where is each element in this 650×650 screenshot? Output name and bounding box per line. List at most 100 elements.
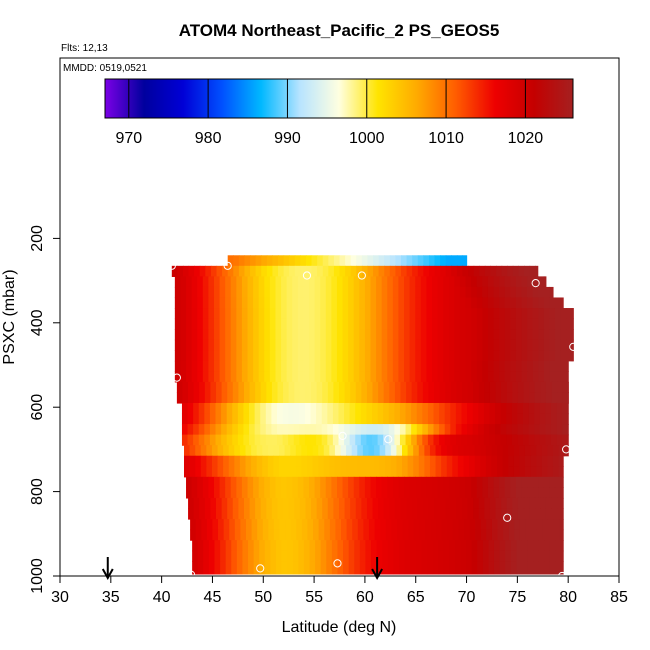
- heatmap-cell: [471, 371, 478, 383]
- heatmap-cell: [303, 329, 310, 341]
- heatmap-cell: [325, 286, 332, 299]
- heatmap-cell: [484, 497, 491, 510]
- heatmap-cell: [275, 360, 282, 372]
- heatmap-cell: [471, 350, 478, 362]
- chart-title: ATOM4 Northeast_Pacific_2 PS_GEOS5: [179, 21, 500, 40]
- heatmap-cell: [243, 424, 250, 436]
- heatmap-cell: [223, 445, 230, 457]
- heatmap-cell: [195, 466, 202, 478]
- heatmap-cell: [206, 519, 214, 531]
- heatmap-cell: [495, 413, 502, 425]
- heatmap-cell: [238, 381, 245, 394]
- heatmap-cell: [471, 297, 478, 309]
- heatmap-cell: [219, 308, 226, 320]
- heatmap-cell: [283, 497, 290, 510]
- heatmap-cell: [329, 455, 336, 467]
- heatmap-cell: [538, 360, 545, 372]
- heatmap-cell: [208, 318, 215, 330]
- heatmap-cell: [265, 434, 272, 446]
- heatmap-cell: [251, 529, 258, 541]
- heatmap-cell: [515, 360, 523, 372]
- heatmap-cell: [476, 276, 483, 288]
- heatmap-cell: [484, 392, 491, 404]
- heatmap-cell: [315, 550, 322, 562]
- heatmap-cell: [236, 286, 243, 299]
- heatmap-cell: [441, 445, 448, 457]
- heatmap-cell: [459, 487, 467, 499]
- heatmap-cell: [424, 519, 432, 531]
- heatmap-cell: [334, 466, 342, 478]
- heatmap-cell: [476, 350, 483, 362]
- heatmap-cell: [445, 255, 452, 267]
- heatmap-cell: [527, 540, 534, 552]
- heatmap-cell: [322, 508, 329, 520]
- heatmap-cell: [247, 487, 254, 499]
- heatmap-cell: [457, 466, 465, 478]
- arrow-head: [371, 568, 383, 581]
- heatmap-cell: [281, 487, 288, 499]
- heatmap-cell: [332, 402, 340, 415]
- heatmap-cell: [521, 540, 529, 552]
- heatmap-cell: [568, 392, 569, 404]
- heatmap-cell: [236, 276, 243, 288]
- heatmap-cell: [373, 265, 380, 277]
- heatmap-cell: [275, 286, 282, 299]
- heatmap-cell: [554, 360, 562, 372]
- heatmap-cell: [208, 550, 216, 562]
- heatmap-cell: [272, 265, 279, 277]
- heatmap-cell: [389, 508, 396, 520]
- heatmap-cell: [214, 561, 221, 575]
- heatmap-cell: [487, 318, 495, 330]
- heatmap-cell: [269, 308, 277, 320]
- heatmap-cell: [352, 529, 359, 541]
- heatmap-cell: [527, 329, 534, 341]
- heatmap-cell: [328, 255, 335, 267]
- heatmap-cell: [353, 276, 360, 288]
- heatmap-cell: [450, 497, 457, 510]
- heatmap-cell: [219, 318, 226, 330]
- heatmap-cell: [286, 286, 293, 299]
- heatmap-cell: [493, 476, 500, 488]
- heatmap-cell: [314, 339, 321, 351]
- heatmap-cell: [471, 540, 478, 552]
- heatmap-cell: [508, 466, 515, 478]
- heatmap-cell: [316, 434, 323, 446]
- heatmap-cell: [560, 297, 564, 309]
- heatmap-cell: [439, 424, 446, 436]
- heatmap-cell: [431, 476, 439, 488]
- heatmap-cell: [501, 381, 508, 394]
- heatmap-cell: [348, 487, 355, 499]
- heatmap-cell: [210, 265, 218, 277]
- heatmap-cell: [521, 329, 528, 341]
- heatmap-cell: [253, 371, 260, 383]
- heatmap-cell: [387, 276, 394, 288]
- heatmap-cell: [219, 297, 226, 309]
- heatmap-cell: [458, 529, 465, 541]
- heatmap-cell: [487, 371, 495, 383]
- heatmap-cell: [241, 339, 249, 351]
- heatmap-cell: [551, 381, 558, 394]
- heatmap-cell: [426, 561, 434, 575]
- heatmap-cell: [232, 508, 239, 520]
- heatmap-cell: [338, 413, 345, 425]
- heatmap-cell: [313, 519, 320, 531]
- heatmap-cell: [478, 402, 485, 415]
- heatmap-cell: [429, 445, 437, 457]
- heatmap-cell: [174, 339, 182, 351]
- heatmap-cell: [476, 371, 483, 383]
- heatmap-cell: [204, 402, 211, 415]
- heatmap-cell: [230, 329, 237, 341]
- heatmap-cell: [189, 466, 196, 478]
- heatmap-cell: [345, 255, 352, 267]
- heatmap-cell: [238, 265, 246, 277]
- heatmap-cell: [283, 255, 290, 267]
- heatmap-cell: [493, 350, 500, 362]
- heatmap-cell: [521, 350, 528, 362]
- heatmap-cell: [515, 371, 523, 383]
- heatmap-cell: [503, 529, 510, 541]
- heatmap-cell: [303, 297, 310, 309]
- heatmap-cell: [501, 265, 508, 277]
- heatmap-cell: [316, 392, 323, 404]
- heatmap-cell: [180, 360, 187, 372]
- heatmap-cell: [404, 350, 411, 362]
